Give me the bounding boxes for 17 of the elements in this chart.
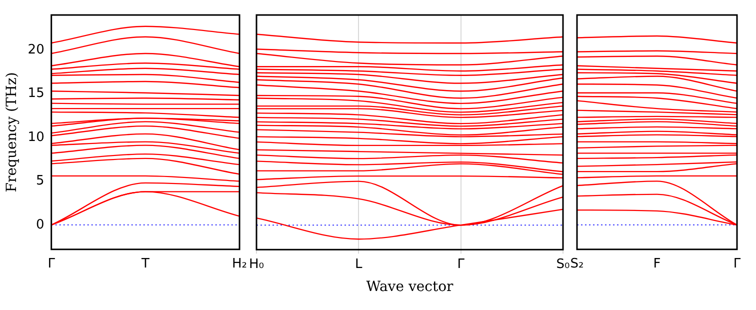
x-axis-title: Wave vector — [366, 279, 454, 296]
x-tick-label: L — [355, 256, 364, 272]
y-tick-label: 5 — [36, 174, 44, 189]
y-axis-title: Frequency (THz) — [4, 72, 20, 192]
y-tick-label: 20 — [28, 42, 44, 58]
x-tick-label: Γ — [48, 256, 56, 272]
y-tick-label: 0 — [36, 217, 44, 232]
x-tick-label: F — [653, 256, 661, 272]
x-tick-label: H₀ — [248, 256, 264, 272]
y-tick-label: 10 — [28, 130, 44, 145]
x-tick-label: Γ — [457, 256, 466, 272]
x-tick-label: Γ — [733, 256, 742, 272]
x-tick-label: H₂ — [232, 256, 248, 272]
x-tick-label: S₂ — [570, 256, 584, 272]
x-tick-label: T — [140, 256, 150, 272]
x-tick-label: S₀ — [556, 256, 570, 272]
y-tick-label: 15 — [28, 86, 44, 102]
